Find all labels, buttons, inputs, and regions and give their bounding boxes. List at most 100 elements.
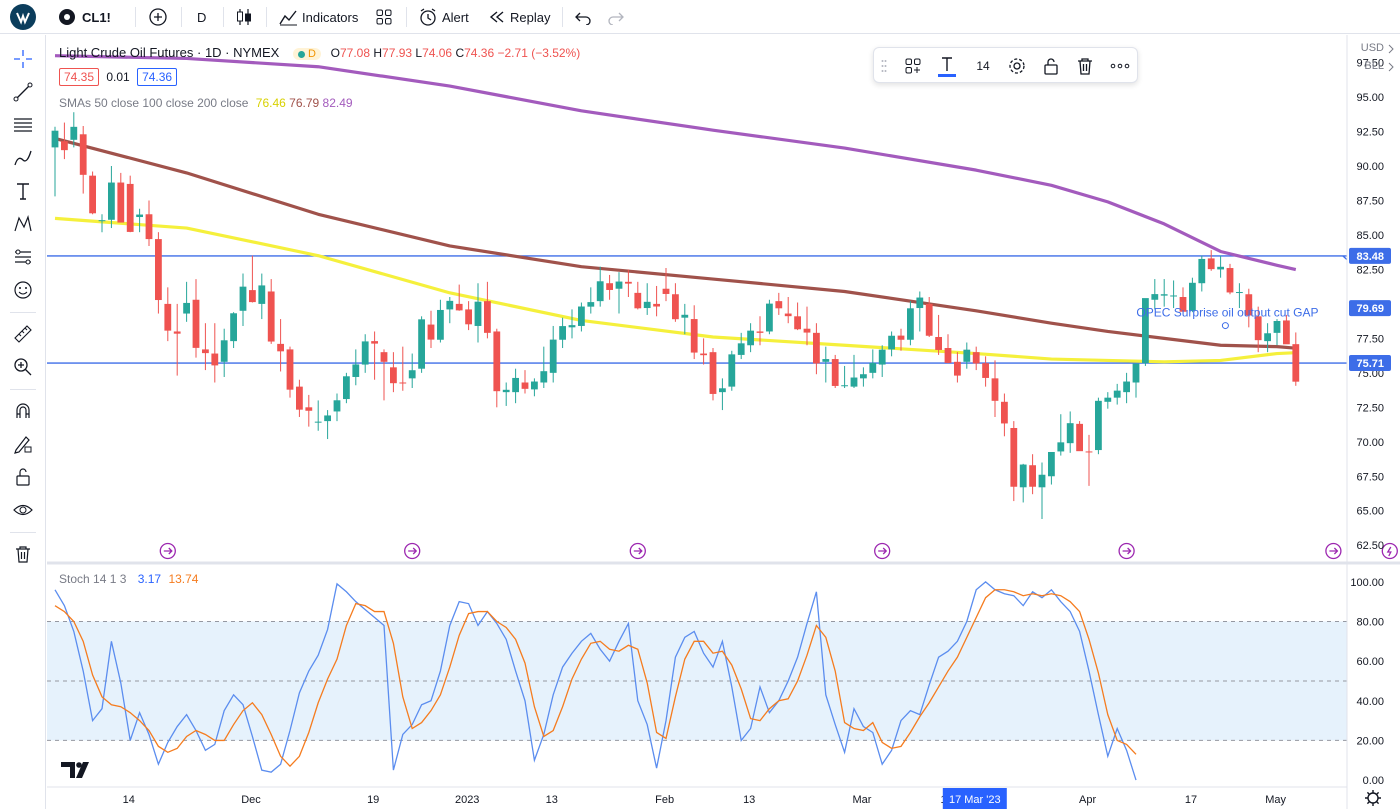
candle[interactable] bbox=[343, 372, 350, 404]
candle[interactable] bbox=[465, 301, 472, 331]
candle[interactable] bbox=[277, 319, 284, 372]
event-marker-icon[interactable] bbox=[1118, 542, 1135, 560]
stoch-legend[interactable]: Stoch 14 1 3 3.17 13.74 bbox=[59, 572, 198, 586]
candle[interactable] bbox=[1160, 279, 1168, 307]
candle[interactable] bbox=[587, 287, 595, 314]
zoom-tool[interactable] bbox=[11, 355, 35, 379]
stoch-d-line[interactable] bbox=[54, 589, 1137, 768]
undo-button[interactable] bbox=[574, 0, 592, 34]
candle[interactable] bbox=[1132, 363, 1140, 398]
interval-button[interactable]: D bbox=[197, 0, 206, 34]
candle[interactable] bbox=[531, 378, 538, 397]
price-axis[interactable]: 97.5095.0092.5090.0087.5085.0082.5080.00… bbox=[1349, 58, 1391, 553]
annotation-text[interactable]: OPEC Surprise oil output cut GAP bbox=[1136, 306, 1318, 320]
currency-label[interactable]: USD bbox=[1361, 42, 1384, 54]
candle[interactable] bbox=[408, 353, 416, 389]
chart-canvas[interactable]: OPEC Surprise oil output cut GAP 97.50 95… bbox=[47, 35, 1400, 809]
candle[interactable] bbox=[51, 126, 59, 197]
candle[interactable] bbox=[869, 349, 877, 379]
candle[interactable] bbox=[888, 331, 895, 357]
chart-settings-icon[interactable] bbox=[1365, 790, 1381, 806]
series-title[interactable]: Light Crude Oil Futures · 1D · NYMEX bbox=[59, 45, 280, 60]
layouts-button[interactable] bbox=[375, 0, 393, 34]
candle[interactable] bbox=[1292, 332, 1300, 386]
candle[interactable] bbox=[681, 303, 689, 335]
candle[interactable] bbox=[286, 346, 294, 398]
candle[interactable] bbox=[1010, 421, 1018, 502]
candle[interactable] bbox=[371, 331, 378, 380]
candle[interactable] bbox=[728, 350, 736, 391]
drag-handle-icon[interactable] bbox=[878, 54, 890, 78]
candle[interactable] bbox=[502, 382, 510, 406]
remove-drawings-tool[interactable] bbox=[11, 542, 35, 566]
candle[interactable] bbox=[653, 285, 660, 317]
candle[interactable] bbox=[136, 208, 143, 233]
price-label-box[interactable] bbox=[1349, 355, 1391, 372]
market-status-badge[interactable]: D bbox=[292, 48, 321, 60]
price-pane[interactable]: OPEC Surprise oil output cut GAP bbox=[47, 54, 1398, 560]
redo-button[interactable] bbox=[607, 0, 625, 34]
text-tool[interactable] bbox=[11, 179, 35, 203]
candle[interactable] bbox=[813, 323, 820, 375]
candle[interactable] bbox=[333, 393, 341, 422]
crosshair-date-box[interactable] bbox=[942, 788, 1007, 809]
candle[interactable] bbox=[1198, 255, 1206, 292]
candle[interactable] bbox=[596, 266, 604, 307]
candle[interactable] bbox=[709, 348, 717, 401]
candle[interactable] bbox=[512, 368, 519, 404]
candle[interactable] bbox=[766, 299, 773, 335]
time-axis[interactable]: 14Dec19202313Feb13Mar1317 Mar '23Apr17Ma… bbox=[123, 788, 1287, 809]
event-marker-icon[interactable] bbox=[1381, 542, 1398, 560]
candle[interactable] bbox=[1254, 306, 1262, 353]
candle[interactable] bbox=[164, 287, 172, 342]
trend-line-tool[interactable] bbox=[11, 80, 35, 104]
chevron-right-icon[interactable] bbox=[1388, 44, 1394, 54]
candle[interactable] bbox=[568, 309, 576, 339]
candle[interactable] bbox=[662, 268, 670, 302]
candle[interactable] bbox=[1283, 314, 1290, 345]
candle[interactable] bbox=[98, 214, 106, 233]
candle[interactable] bbox=[1189, 277, 1196, 313]
candle[interactable] bbox=[70, 112, 78, 148]
candle[interactable] bbox=[521, 370, 529, 394]
candle[interactable] bbox=[1217, 255, 1224, 278]
candle[interactable] bbox=[972, 346, 980, 371]
candle[interactable] bbox=[390, 352, 397, 393]
candle[interactable] bbox=[991, 360, 999, 417]
candle[interactable] bbox=[897, 328, 905, 351]
candle[interactable] bbox=[737, 332, 745, 360]
candle[interactable] bbox=[1236, 283, 1243, 309]
candle[interactable] bbox=[1142, 298, 1149, 366]
measure-tool[interactable] bbox=[11, 322, 35, 346]
candle[interactable] bbox=[446, 297, 454, 324]
candle[interactable] bbox=[634, 281, 642, 310]
candle[interactable] bbox=[559, 317, 566, 349]
candle[interactable] bbox=[380, 349, 388, 401]
candle[interactable] bbox=[784, 297, 792, 324]
event-marker-icon[interactable] bbox=[404, 542, 421, 560]
candle[interactable] bbox=[455, 284, 463, 311]
candle[interactable] bbox=[831, 354, 839, 389]
candle[interactable] bbox=[79, 126, 87, 194]
candle[interactable] bbox=[700, 338, 707, 365]
logo-icon[interactable] bbox=[10, 0, 36, 34]
candle[interactable] bbox=[1264, 323, 1271, 353]
ask-value[interactable]: 74.36 bbox=[137, 68, 178, 86]
candle[interactable] bbox=[1151, 279, 1159, 310]
prediction-tool[interactable] bbox=[11, 245, 35, 269]
candle[interactable] bbox=[361, 334, 369, 373]
indicators-button[interactable]: Indicators bbox=[278, 0, 358, 34]
candle[interactable] bbox=[1057, 414, 1065, 456]
candle[interactable] bbox=[437, 299, 444, 343]
candle[interactable] bbox=[1038, 462, 1046, 520]
candle[interactable] bbox=[747, 323, 754, 353]
candle[interactable] bbox=[578, 302, 585, 332]
price-label-box[interactable] bbox=[1349, 300, 1391, 317]
candle[interactable] bbox=[907, 301, 914, 346]
delete-button[interactable] bbox=[1073, 54, 1097, 78]
candle[interactable] bbox=[324, 410, 331, 440]
candle[interactable] bbox=[1085, 434, 1093, 486]
brush-tool[interactable] bbox=[11, 146, 35, 170]
candle[interactable] bbox=[1179, 287, 1187, 312]
fib-tool[interactable] bbox=[11, 113, 35, 137]
